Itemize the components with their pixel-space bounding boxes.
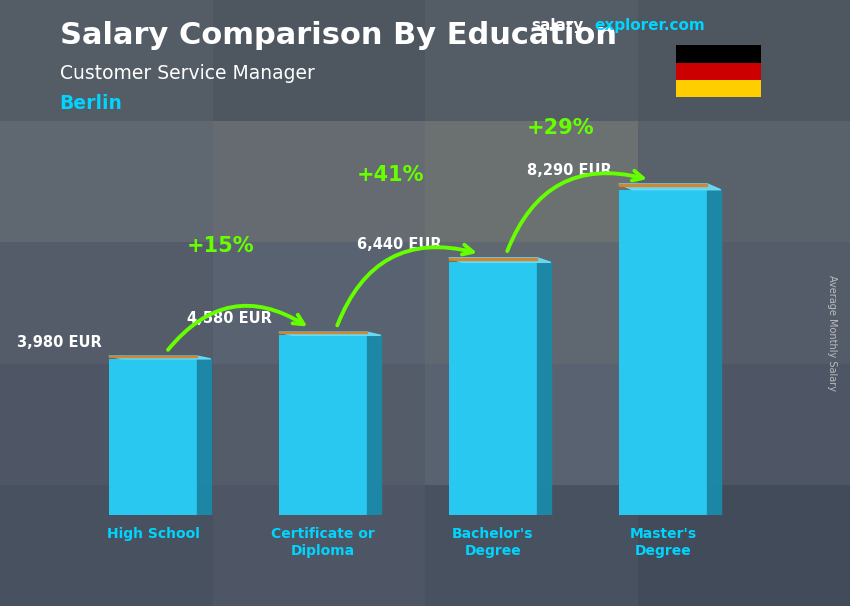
Polygon shape [279,332,367,333]
Text: Bachelor's
Degree: Bachelor's Degree [452,527,534,558]
Polygon shape [619,184,707,186]
Bar [638,485,850,606]
Bar [676,45,761,62]
Text: 6,440 EUR: 6,440 EUR [357,236,442,251]
Polygon shape [619,184,721,190]
Polygon shape [367,335,381,515]
Bar [212,121,425,242]
Polygon shape [109,356,197,357]
Bar [0,242,212,364]
Text: +41%: +41% [357,165,425,185]
Bar [0,485,212,606]
Bar [0,364,212,485]
Polygon shape [449,258,537,259]
Bar [638,364,850,485]
Bar [0,0,212,121]
Text: salary: salary [531,18,584,33]
Polygon shape [197,359,211,515]
Text: Customer Service Manager: Customer Service Manager [60,64,314,82]
Bar [638,121,850,242]
Bar [638,0,850,121]
Polygon shape [109,356,211,359]
Text: 4,580 EUR: 4,580 EUR [187,311,272,326]
Bar [212,0,425,121]
Text: +29%: +29% [527,118,595,138]
Polygon shape [707,190,721,515]
Bar [212,242,425,364]
Text: Salary Comparison By Education: Salary Comparison By Education [60,21,616,50]
Bar [425,0,638,121]
Text: Average Monthly Salary: Average Monthly Salary [827,275,837,391]
Text: 3,980 EUR: 3,980 EUR [17,335,102,350]
Bar [676,80,761,97]
Bar [425,242,638,364]
Text: +15%: +15% [187,236,255,256]
Polygon shape [537,262,551,515]
Text: 8,290 EUR: 8,290 EUR [527,163,612,178]
Polygon shape [279,332,381,335]
Text: Master's
Degree: Master's Degree [630,527,696,558]
Bar [109,359,197,515]
Bar [425,121,638,242]
Polygon shape [449,258,551,262]
Text: explorer.com: explorer.com [594,18,705,33]
Bar [425,364,638,485]
Text: Certificate or
Diploma: Certificate or Diploma [271,527,375,558]
Bar [676,62,761,80]
Bar [449,262,537,515]
Bar [638,242,850,364]
Text: Berlin: Berlin [60,94,122,113]
Bar [212,485,425,606]
Bar [619,190,707,515]
Text: High School: High School [106,527,200,541]
Bar [0,121,212,242]
Bar [425,485,638,606]
Bar [212,364,425,485]
Bar [279,335,367,515]
